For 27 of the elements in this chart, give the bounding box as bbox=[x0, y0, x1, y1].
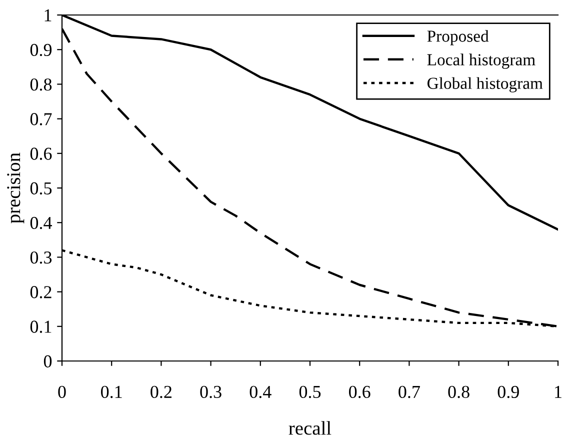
y-tick-label: 1 bbox=[44, 9, 52, 22]
legend-label: Local histogram bbox=[427, 54, 536, 69]
y-tick-label: 0.4 bbox=[30, 216, 52, 230]
x-axis-title: recall bbox=[288, 421, 332, 435]
y-axis-title: precision bbox=[7, 152, 24, 224]
legend-label: Global histogram bbox=[427, 77, 543, 92]
y-tick-label: 0.2 bbox=[30, 286, 52, 298]
y-tick-label: 0 bbox=[44, 355, 52, 368]
y-tick-label: 0.1 bbox=[30, 320, 52, 333]
x-tick-label: 0.1 bbox=[101, 386, 122, 398]
x-tick-label: 0.5 bbox=[299, 386, 321, 398]
x-tick-label: 0.9 bbox=[498, 386, 519, 398]
x-tick-label: 1 bbox=[555, 386, 562, 398]
x-tick-label: 0.7 bbox=[398, 386, 420, 398]
y-tick-label: 0.7 bbox=[30, 113, 52, 126]
x-tick-label: 0.3 bbox=[200, 386, 222, 398]
y-tick-label: 0.3 bbox=[30, 251, 52, 264]
legend-label: Proposed bbox=[427, 30, 489, 46]
x-tick-label: 0.4 bbox=[250, 386, 272, 398]
x-tick-label: 0.2 bbox=[150, 386, 172, 398]
y-tick-label: 0.6 bbox=[30, 148, 52, 160]
x-tick-label: 0.8 bbox=[448, 386, 470, 398]
y-tick-label: 0.8 bbox=[30, 78, 52, 91]
y-tick-label: 0.9 bbox=[30, 44, 52, 56]
x-tick-label: 0 bbox=[58, 386, 66, 398]
x-tick-label: 0.6 bbox=[349, 386, 370, 398]
y-tick-label: 0.5 bbox=[30, 182, 52, 195]
